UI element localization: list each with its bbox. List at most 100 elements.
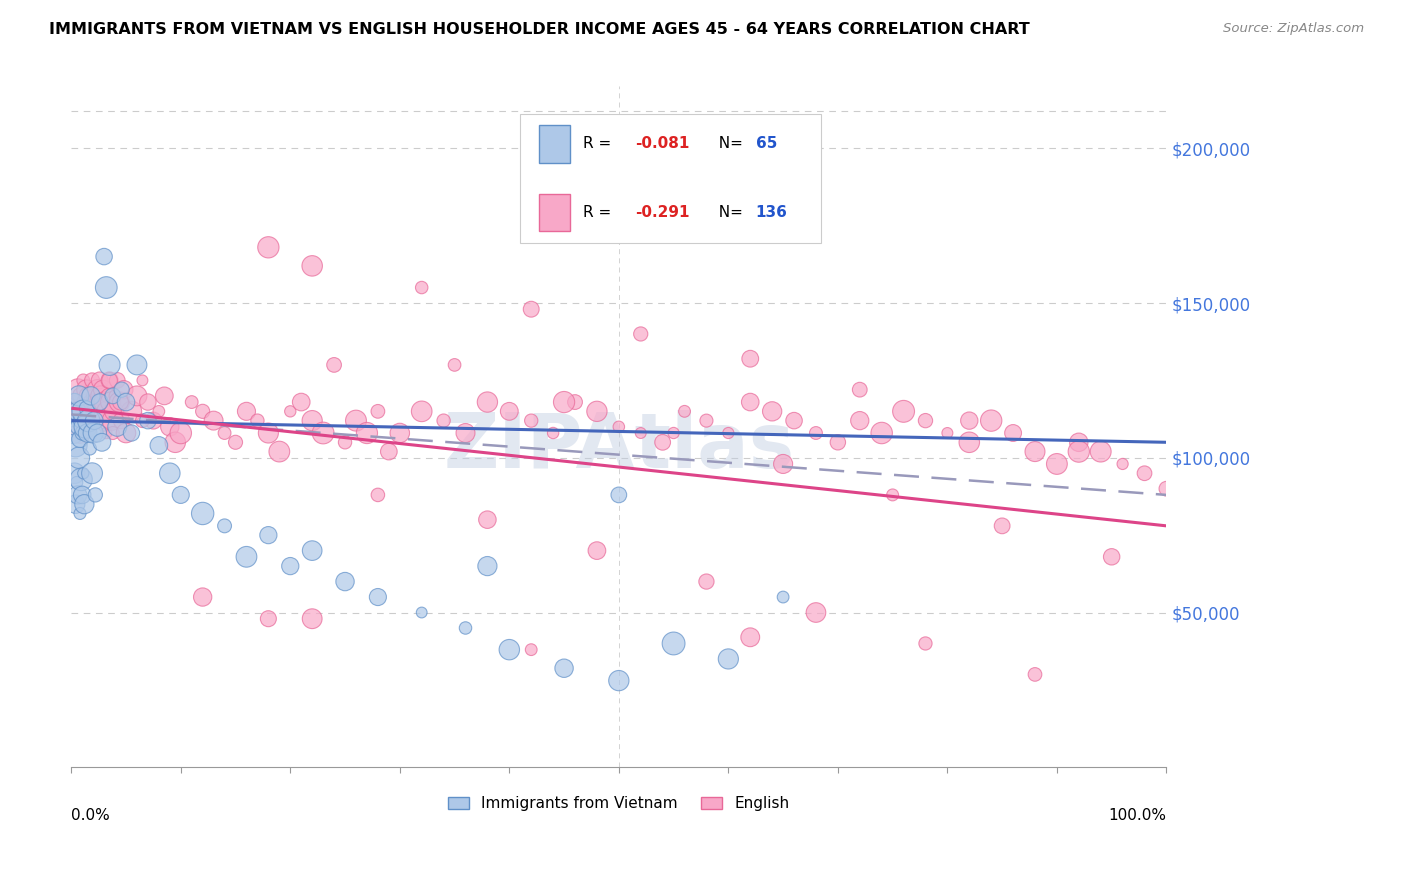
Point (553, 661, 575, 675)
Point (717, 652, 740, 666)
Point (131, 373, 153, 387)
Point (367, 590, 389, 604)
Text: Source: ZipAtlas.com: Source: ZipAtlas.com (1223, 22, 1364, 36)
FancyBboxPatch shape (520, 113, 821, 243)
Point (65, 395, 87, 409)
Point (957, 435, 980, 450)
Point (651, 435, 673, 450)
Point (112, 383, 135, 397)
Point (79, 414, 101, 428)
Point (110, 395, 132, 409)
Point (257, 240, 280, 254)
Point (63, 395, 86, 409)
Point (101, 425, 124, 440)
Point (761, 404, 783, 418)
Point (87, 395, 110, 409)
Point (1101, 549, 1123, 564)
Point (323, 358, 346, 372)
Point (191, 590, 214, 604)
Point (520, 414, 543, 428)
Point (125, 358, 148, 372)
Point (77, 414, 100, 428)
Point (740, 395, 762, 409)
Point (202, 414, 225, 428)
Point (93, 250, 115, 264)
Point (914, 636, 936, 650)
Point (498, 642, 520, 657)
Point (443, 358, 465, 372)
Point (60, 414, 83, 428)
Text: 100.0%: 100.0% (1108, 808, 1167, 823)
Point (97, 389, 120, 403)
Text: ZIPAtlas: ZIPAtlas (443, 410, 794, 484)
Point (1002, 425, 1025, 440)
Point (180, 395, 202, 409)
Point (520, 642, 543, 657)
Point (159, 419, 181, 434)
Point (67, 404, 90, 418)
Point (72, 404, 94, 418)
Point (191, 404, 214, 418)
Point (69, 425, 91, 440)
Point (86, 425, 108, 440)
Point (80, 395, 103, 409)
Point (159, 467, 181, 481)
Point (76, 425, 98, 440)
Point (86, 383, 108, 397)
Point (82, 389, 104, 403)
Point (630, 326, 652, 341)
Point (93, 395, 115, 409)
Point (153, 389, 176, 403)
Point (740, 351, 762, 366)
Point (170, 488, 193, 502)
Point (225, 435, 247, 450)
Point (553, 395, 575, 409)
Point (90, 404, 112, 418)
Point (75, 414, 97, 428)
Point (740, 630, 762, 644)
Point (214, 519, 236, 533)
Point (367, 404, 389, 418)
Point (1067, 435, 1090, 450)
Point (695, 414, 717, 428)
Point (520, 302, 543, 317)
Point (76, 383, 98, 397)
Point (454, 621, 477, 635)
Point (70, 425, 93, 440)
Point (235, 404, 257, 418)
Point (848, 414, 870, 428)
Legend: Immigrants from Vietnam, English: Immigrants from Vietnam, English (441, 790, 796, 817)
Point (235, 549, 257, 564)
Point (980, 414, 1002, 428)
FancyBboxPatch shape (538, 125, 569, 162)
Point (70, 404, 93, 418)
Point (104, 389, 127, 403)
Point (477, 513, 499, 527)
Point (607, 419, 630, 434)
Point (84, 488, 107, 502)
Point (433, 414, 456, 428)
Point (257, 528, 280, 542)
Point (98, 373, 121, 387)
Point (804, 606, 827, 620)
Point (1024, 444, 1046, 458)
Point (100, 395, 122, 409)
Point (80, 467, 103, 481)
Point (63, 467, 86, 481)
Point (607, 488, 630, 502)
Point (214, 425, 236, 440)
Point (498, 404, 520, 418)
Point (367, 488, 389, 502)
Point (72, 373, 94, 387)
Point (278, 404, 301, 418)
Point (66, 488, 89, 502)
Point (69, 507, 91, 521)
Point (82, 425, 104, 440)
Point (772, 590, 794, 604)
Point (80, 389, 103, 403)
Point (65, 497, 87, 511)
Point (882, 488, 904, 502)
Point (290, 395, 312, 409)
Point (564, 395, 586, 409)
Point (378, 444, 401, 458)
